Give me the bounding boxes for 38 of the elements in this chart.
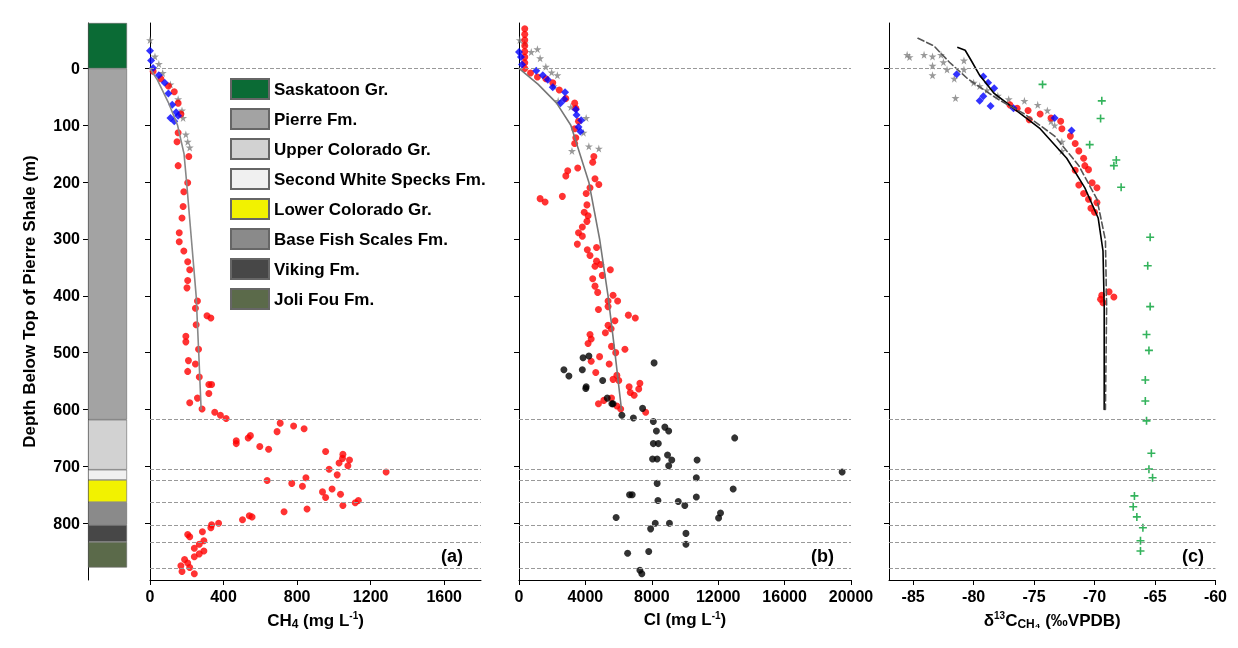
x-tick-label: 800	[283, 587, 311, 605]
x-tick-label: 8000	[634, 587, 670, 605]
legend-label: Saskatoon Gr.	[274, 79, 389, 99]
x-tick-label: -65	[1143, 587, 1167, 605]
y-tick-label: 100	[53, 116, 81, 134]
legend-label: Upper Colorado Gr.	[274, 139, 431, 159]
y-tick-label: 500	[53, 344, 81, 362]
x-tick-label: 0	[145, 587, 155, 605]
x-tick-label: 0	[514, 587, 524, 605]
x-tick-label: 20000	[828, 587, 874, 605]
y-axis-title: Depth Below Top of Pierre Shale (m)	[20, 155, 39, 448]
y-tick-label: 700	[53, 457, 81, 475]
y-tick-label: 600	[53, 400, 81, 418]
y-tick-label: 200	[53, 173, 81, 191]
y-tick-label: 0	[71, 59, 81, 77]
annotation: (c)	[1182, 546, 1204, 566]
y-tick-label: 300	[53, 230, 81, 248]
x-tick-label: 16000	[762, 587, 807, 605]
legend-label: Lower Colorado Gr.	[274, 199, 432, 219]
x-tick-label: 1600	[426, 587, 463, 605]
legend-label: Pierre Fm.	[274, 109, 358, 129]
x-tick-label: 400	[210, 587, 237, 605]
legend-label: Second White Specks Fm.	[274, 169, 486, 189]
x-tick-label: -85	[901, 587, 925, 605]
x-tick-label: -60	[1203, 587, 1228, 605]
x-tick-label: 4000	[567, 587, 604, 605]
annotation: (a)	[441, 546, 463, 566]
y-tick-label: 800	[53, 514, 81, 532]
x-tick-label: 1200	[352, 587, 389, 605]
x-tick-label: -70	[1082, 587, 1107, 605]
x-tick-label: -75	[1022, 587, 1046, 605]
annotation: (b)	[811, 546, 834, 566]
legend-label: Joli Fou Fm.	[274, 289, 375, 309]
x-tick-label: -80	[962, 587, 986, 605]
x-tick-label: 12000	[695, 587, 741, 605]
y-tick-label: 400	[53, 287, 81, 305]
legend-label: Base Fish Scales Fm.	[274, 229, 448, 249]
legend-label: Viking Fm.	[274, 259, 360, 279]
